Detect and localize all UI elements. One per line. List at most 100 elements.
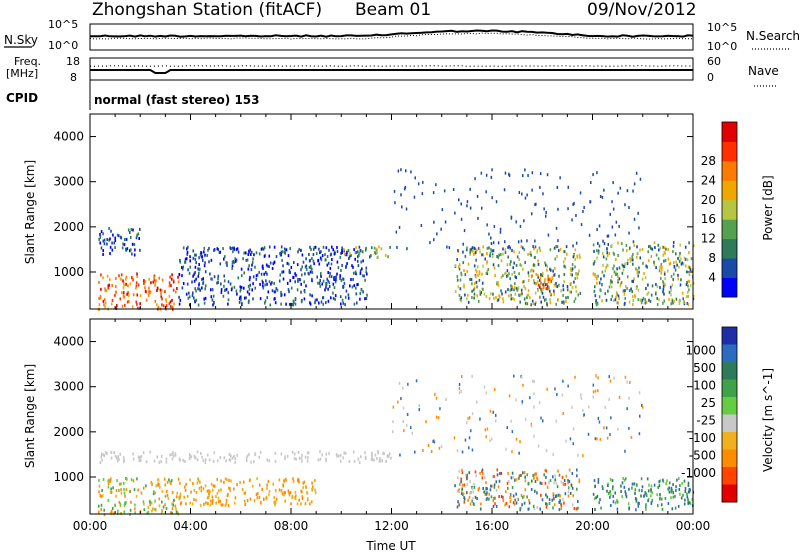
echo-cell: [491, 437, 493, 441]
echo-cell: [161, 297, 163, 301]
colorbar-segment: [722, 344, 737, 363]
echo-cell: [123, 283, 125, 287]
echo-cell: [568, 468, 571, 472]
echo-cell: [607, 289, 609, 293]
echo-cell: [659, 493, 661, 497]
echo-cell: [266, 458, 269, 462]
echo-cell: [185, 502, 187, 506]
echo-cell: [250, 253, 252, 256]
echo-cell: [523, 501, 526, 505]
echo-cell: [164, 290, 166, 294]
echo-cell: [313, 246, 316, 250]
echo-cell: [435, 415, 438, 419]
echo-cell: [537, 259, 539, 263]
echo-cell: [514, 498, 516, 502]
echo-cell: [209, 272, 211, 276]
echo-cell: [310, 266, 312, 270]
echo-cell: [345, 264, 347, 268]
echo-cell: [558, 274, 560, 278]
echo-cell: [477, 299, 480, 303]
echo-cell: [608, 398, 610, 401]
echo-cell: [339, 276, 341, 280]
echo-cell: [216, 247, 219, 251]
echo-cell: [663, 246, 666, 250]
echo-cell: [289, 247, 291, 251]
echo-cell: [177, 280, 180, 284]
echo-cell: [320, 250, 322, 254]
echo-cell: [670, 490, 673, 494]
echo-cell: [632, 252, 634, 256]
echo-cell: [399, 453, 401, 457]
echo-cell: [133, 253, 136, 257]
echo-cell: [555, 481, 558, 485]
echo-cell: [192, 482, 194, 485]
freq-right-tick-bottom: 0: [707, 71, 714, 84]
echo-cell: [247, 267, 250, 271]
echo-cell: [298, 456, 301, 460]
echo-cell: [240, 267, 243, 271]
echo-cell: [493, 483, 496, 487]
echo-cell: [124, 494, 126, 498]
colorbar-frame: [721, 326, 738, 503]
echo-cell: [622, 264, 625, 268]
echo-cell: [317, 281, 319, 285]
echo-cell: [348, 255, 351, 259]
echo-cell: [219, 250, 221, 254]
echo-cell: [578, 253, 581, 257]
echo-cell: [619, 284, 622, 288]
echo-cell: [567, 479, 569, 483]
echo-cell: [171, 298, 173, 302]
echo-cell: [281, 492, 284, 496]
echo-cell: [227, 503, 230, 507]
echo-cell: [100, 455, 103, 459]
echo-cell: [470, 247, 473, 251]
echo-cell: [206, 496, 209, 500]
echo-cell: [467, 498, 469, 502]
echo-cell: [531, 299, 534, 303]
echo-cell: [539, 284, 541, 288]
echo-cell: [511, 297, 514, 300]
echo-cell: [318, 247, 320, 251]
echo-cell: [328, 248, 330, 252]
echo-cell: [569, 290, 571, 294]
echo-cell: [136, 477, 138, 481]
echo-cell: [531, 379, 534, 383]
echo-cell: [659, 496, 661, 500]
power-panel-frame: [89, 113, 694, 310]
echo-cell: [504, 251, 507, 254]
echo-cell: [483, 385, 486, 389]
echo-cell: [407, 382, 409, 386]
echo-cell: [274, 290, 277, 294]
echo-cell: [656, 303, 659, 306]
echo-cell: [179, 298, 182, 302]
echo-cell: [121, 246, 124, 250]
echo-cell: [506, 269, 509, 273]
echo-cell: [154, 491, 156, 495]
echo-cell: [287, 288, 290, 292]
echo-cell: [531, 268, 533, 272]
echo-cell: [622, 477, 624, 480]
echo-cell: [641, 247, 644, 251]
echo-cell: [534, 489, 536, 493]
echo-cell: [551, 275, 554, 279]
echo-cell: [217, 496, 220, 500]
freq-label-top: Freq.: [14, 55, 41, 68]
echo-cell: [309, 293, 311, 297]
echo-cell: [549, 301, 552, 305]
echo-cell: [120, 488, 122, 492]
echo-cell: [530, 269, 532, 273]
echo-cell: [554, 284, 557, 288]
echo-cell: [556, 186, 559, 189]
freq-left-tick-bottom: 8: [70, 71, 77, 84]
echo-cell: [498, 479, 501, 483]
echo-cell: [672, 301, 674, 305]
echo-cell: [356, 259, 359, 263]
echo-cell: [151, 482, 153, 486]
echo-cell: [129, 230, 131, 234]
echo-cell: [103, 238, 106, 242]
echo-cell: [173, 499, 175, 502]
echo-cell: [520, 288, 523, 292]
colorbar-segment: [722, 199, 737, 220]
echo-cell: [638, 391, 641, 395]
